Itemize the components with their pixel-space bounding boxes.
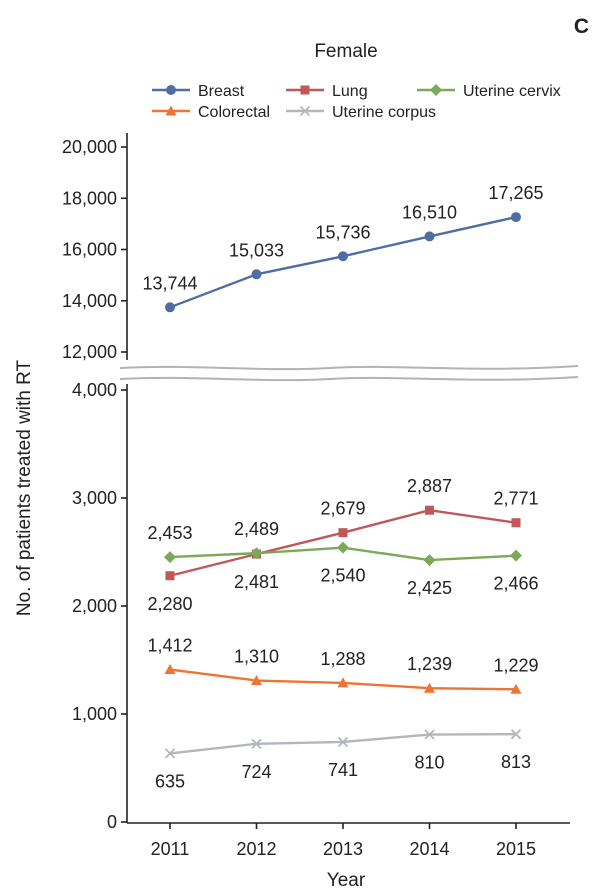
legend: Breast Lung Uterine cervix Colorectal Uterin… bbox=[152, 83, 561, 121]
data-point-breast bbox=[251, 269, 262, 280]
data-label-breast: 16,510 bbox=[402, 202, 457, 222]
data-labels: 13,744 15,033 15,736 16,510 17,265 2,280 2,481… bbox=[142, 183, 543, 791]
data-label-colorectal: 1,310 bbox=[234, 647, 279, 667]
data-label-lung: 2,887 bbox=[407, 476, 452, 496]
y-axis-title: No. of patients treated with RT bbox=[14, 359, 35, 616]
legend-marker bbox=[165, 105, 177, 116]
x-tick-label: 2012 bbox=[236, 839, 276, 859]
legend-label: Breast bbox=[198, 83, 245, 100]
data-point-colorectal bbox=[510, 683, 522, 694]
data-label-breast: 13,744 bbox=[142, 273, 197, 293]
data-label-uterine-corpus: 813 bbox=[501, 752, 531, 772]
data-label-uterine-corpus: 724 bbox=[241, 762, 271, 782]
data-label-uterine-cervix: 2,489 bbox=[234, 519, 279, 539]
x-axis-title: Year bbox=[327, 870, 366, 889]
legend-marker bbox=[430, 84, 442, 96]
axis-break-mark bbox=[119, 365, 579, 382]
data-point-colorectal bbox=[424, 682, 435, 693]
legend-label: Uterine corpus bbox=[332, 104, 436, 121]
data-label-uterine-cervix: 2,425 bbox=[407, 578, 452, 598]
y-tick-label: 0 bbox=[107, 812, 117, 832]
series-layer bbox=[164, 212, 522, 759]
y-tick-label: 12,000 bbox=[62, 342, 117, 362]
axis-break-line-top bbox=[119, 365, 579, 371]
legend-item-uterine-corpus: Uterine corpus bbox=[286, 104, 436, 121]
legend-item-colorectal: Colorectal bbox=[152, 104, 270, 121]
y-tick-label: 1,000 bbox=[72, 704, 117, 724]
x-tick-label: 2011 bbox=[151, 839, 190, 859]
data-label-uterine-corpus: 810 bbox=[414, 753, 444, 773]
legend-label: Colorectal bbox=[198, 104, 270, 121]
data-point-breast bbox=[511, 212, 521, 223]
data-label-uterine-corpus: 635 bbox=[155, 771, 185, 791]
legend-item-breast: Breast bbox=[152, 83, 245, 100]
y-tick-label: 18,000 bbox=[62, 188, 117, 208]
y-tick-label: 4,000 bbox=[72, 380, 117, 400]
data-point-uterine-corpus bbox=[251, 738, 262, 749]
data-point-lung bbox=[425, 505, 434, 515]
x-tick-label: 2015 bbox=[496, 839, 536, 859]
data-label-lung: 2,679 bbox=[320, 499, 365, 519]
chart-title: Female bbox=[314, 41, 377, 62]
data-label-colorectal: 1,239 bbox=[407, 654, 452, 674]
y-tick-label: 20,000 bbox=[62, 137, 117, 157]
legend-item-lung: Lung bbox=[286, 83, 368, 100]
data-label-lung: 2,280 bbox=[147, 594, 192, 614]
data-label-uterine-cervix: 2,540 bbox=[320, 566, 365, 586]
axis-break-line-bottom bbox=[119, 376, 579, 382]
data-label-lung: 2,771 bbox=[493, 489, 538, 509]
legend-item-uterine-cervix: Uterine cervix bbox=[417, 83, 561, 100]
panel-letter: C bbox=[574, 15, 589, 38]
data-point-uterine-cervix bbox=[250, 547, 263, 560]
y-tick-label: 16,000 bbox=[62, 240, 117, 260]
data-label-uterine-corpus: 741 bbox=[328, 760, 358, 780]
data-point-uterine-cervix bbox=[337, 541, 349, 554]
y-tick-label: 14,000 bbox=[62, 291, 117, 311]
data-point-breast bbox=[338, 251, 348, 262]
data-point-colorectal bbox=[164, 664, 176, 675]
data-point-uterine-cervix bbox=[510, 549, 522, 562]
axes: 0 1,000 2,000 3,000 4,000 12,000 14,000 16,000 1… bbox=[62, 133, 570, 859]
legend-label: Uterine cervix bbox=[463, 83, 561, 100]
series-line-uterine-corpus bbox=[169, 732, 517, 755]
y-tick-label: 3,000 bbox=[72, 488, 117, 508]
data-point-colorectal bbox=[251, 675, 262, 686]
data-label-colorectal: 1,288 bbox=[320, 649, 365, 669]
data-label-breast: 17,265 bbox=[488, 183, 543, 203]
data-label-uterine-cervix: 2,466 bbox=[493, 574, 538, 594]
x-tick-label: 2013 bbox=[323, 839, 363, 859]
data-point-uterine-corpus bbox=[424, 729, 435, 740]
data-label-colorectal: 1,229 bbox=[493, 655, 538, 675]
data-point-breast bbox=[165, 302, 175, 313]
legend-marker bbox=[166, 85, 176, 95]
data-point-lung bbox=[165, 571, 175, 581]
legend-label: Lung bbox=[332, 83, 368, 100]
data-label-breast: 15,033 bbox=[229, 240, 284, 260]
data-point-uterine-corpus bbox=[164, 748, 176, 759]
data-point-uterine-corpus bbox=[510, 729, 522, 740]
data-point-uterine-cervix bbox=[164, 551, 176, 564]
data-label-uterine-cervix: 2,453 bbox=[147, 523, 192, 543]
data-point-lung bbox=[511, 518, 521, 528]
data-label-breast: 15,736 bbox=[315, 222, 370, 242]
data-label-lung: 2,481 bbox=[234, 572, 279, 592]
data-point-colorectal bbox=[337, 677, 349, 688]
data-point-breast bbox=[424, 231, 435, 242]
data-point-lung bbox=[338, 528, 348, 538]
data-label-colorectal: 1,412 bbox=[147, 636, 192, 656]
y-tick-label: 2,000 bbox=[72, 596, 117, 616]
x-tick-label: 2014 bbox=[409, 839, 449, 859]
legend-marker bbox=[300, 85, 310, 95]
legend-marker bbox=[299, 105, 311, 117]
data-point-uterine-corpus bbox=[337, 736, 349, 748]
data-point-uterine-cervix bbox=[423, 554, 436, 567]
